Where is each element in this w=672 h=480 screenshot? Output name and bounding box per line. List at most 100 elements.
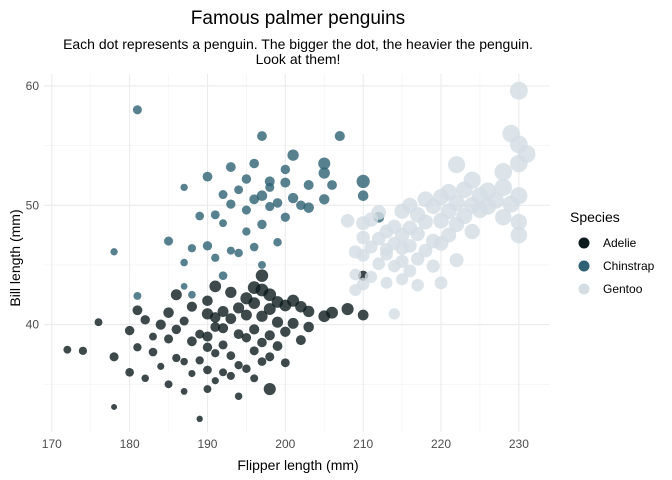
data-point [188,290,196,299]
data-point [280,358,290,368]
data-point [202,295,213,307]
data-point [410,226,425,242]
data-point [356,230,370,245]
data-point [495,208,512,226]
data-point [234,248,243,258]
data-point [364,270,378,284]
data-point [295,335,306,346]
data-point [209,280,222,293]
data-point [180,357,188,366]
data-point [250,374,259,383]
data-point [188,369,196,378]
data-point [372,257,386,271]
legend: Species Adelie Chinstrap Gentoo [570,209,655,296]
data-point [226,199,236,209]
x-axis-ticks: 170 180 190 200 210 220 230 [42,437,529,451]
data-point [441,227,457,243]
data-point [210,210,220,220]
data-point [318,167,330,179]
data-point [187,336,197,347]
data-point [303,179,314,190]
data-point [510,187,528,205]
data-point [148,347,158,357]
data-point [187,244,197,253]
data-point [226,246,235,255]
data-point [132,105,142,115]
data-point [263,382,276,396]
data-point [418,243,433,258]
x-tick-label: 230 [509,437,529,451]
chart-subtitle-line-1: Each dot represents a penguin. The bigge… [63,36,533,52]
data-point [132,305,143,316]
chart-subtitle-line-2: Look at them! [256,51,341,67]
data-point [133,292,142,300]
data-point [110,248,118,256]
legend-key-gentoo [578,283,590,295]
data-point [272,341,283,351]
data-point [380,276,393,289]
data-point [287,149,299,161]
data-point [164,334,174,344]
series-adelie [63,269,369,423]
data-point [303,321,314,333]
plot-grid [44,74,550,432]
data-point [280,326,291,337]
x-tick-label: 210 [353,437,373,451]
y-axis-ticks: 40 50 60 [26,79,40,332]
data-point [180,258,188,267]
data-point [179,316,189,326]
data-point [417,214,433,230]
data-point [234,361,243,370]
legend-label-chinstrap: Chinstrap [603,259,655,273]
x-tick-label: 170 [42,437,62,451]
data-point [357,309,369,321]
data-point [210,322,221,332]
data-point [264,330,275,341]
data-point [494,178,513,197]
data-point [209,312,221,323]
data-point [109,352,119,362]
y-tick-label: 40 [26,318,40,332]
data-point [356,248,370,262]
data-point [240,309,252,321]
data-point [149,332,157,341]
data-point [319,194,330,205]
data-point [249,194,260,205]
data-point [371,205,387,220]
data-point [140,315,150,325]
data-point [124,325,135,336]
data-point [133,343,142,352]
data-point [271,316,284,328]
x-axis-title: Flipper length (mm) [237,457,358,473]
data-point [180,388,188,395]
data-point [218,271,228,281]
data-point [258,260,266,269]
data-point [463,171,481,189]
data-point [449,253,464,268]
data-point [203,385,212,393]
data-point [257,131,267,141]
data-point [287,192,299,204]
data-point [202,171,213,182]
data-points [63,81,536,423]
data-point [396,273,409,286]
data-point [326,306,338,319]
data-point [172,353,181,363]
data-point [255,269,269,282]
data-point [448,194,465,212]
data-point [163,307,174,318]
data-point [233,302,245,314]
data-point [287,317,299,329]
x-tick-label: 180 [120,437,140,451]
legend-key-chinstrap [578,260,590,272]
data-point [249,346,259,356]
data-point [218,190,228,200]
x-tick-label: 220 [431,437,451,451]
data-point [94,318,103,327]
legend-label-adelie: Adelie [603,236,637,250]
data-point [241,205,251,215]
data-point [434,276,448,290]
data-point [195,356,204,365]
data-point [265,352,275,362]
data-point [141,374,149,383]
